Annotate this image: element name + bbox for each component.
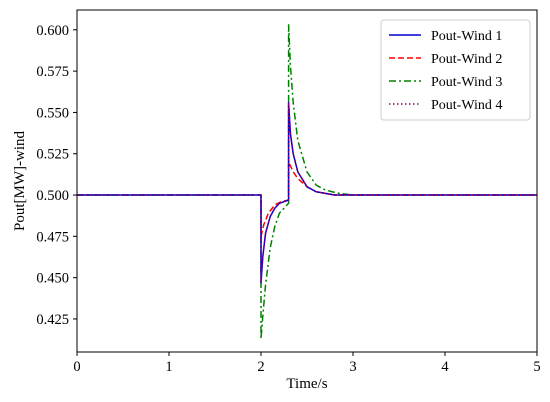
legend-label-wind-2: Pout-Wind 2 — [431, 52, 502, 67]
x-tick-label: 1 — [165, 359, 172, 375]
y-tick-label: 0.475 — [36, 229, 69, 245]
x-tick-label: 2 — [257, 359, 264, 375]
x-tick-label: 5 — [533, 359, 540, 375]
y-tick-label: 0.425 — [36, 312, 69, 328]
series-line-wind-3 — [77, 24, 537, 340]
y-tick-label: 0.500 — [36, 188, 69, 204]
ticks-layer: 0 1 2 3 4 5 0.425 0.450 0.475 0.500 0.525 0.550 0.57… — [36, 23, 540, 375]
legend-label-wind-1: Pout-Wind 1 — [431, 29, 502, 44]
plot-frame — [76, 9, 538, 353]
x-axis-label: Time/s — [286, 376, 327, 392]
y-tick-label: 0.550 — [36, 105, 69, 121]
y-tick-label: 0.600 — [36, 23, 69, 39]
legend: Pout-Wind 1 Pout-Wind 2 Pout-Wind 3 Pout-Wi… — [380, 19, 531, 121]
legend-label-wind-3: Pout-Wind 3 — [431, 75, 502, 90]
y-tick-label: 0.525 — [36, 147, 69, 163]
y-tick-label: 0.575 — [36, 64, 69, 80]
legend-box — [380, 19, 531, 121]
series-layer — [77, 24, 537, 340]
x-tick-label: 4 — [441, 359, 449, 375]
x-tick-label: 0 — [73, 359, 80, 375]
y-axis-label: Pout[MW]-wind — [12, 131, 28, 231]
legend-label-wind-4: Pout-Wind 4 — [431, 98, 502, 113]
y-tick-label: 0.450 — [36, 271, 69, 287]
x-tick-label: 3 — [349, 359, 356, 375]
series-line-wind-4 — [77, 101, 537, 284]
